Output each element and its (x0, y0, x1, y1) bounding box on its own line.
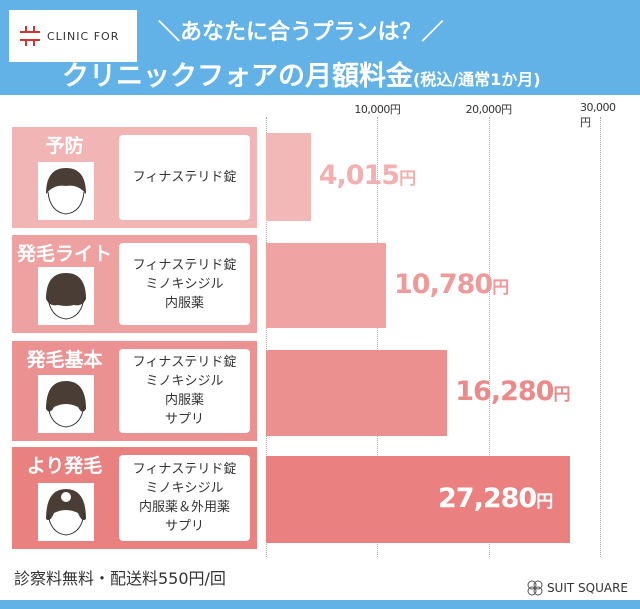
plan-name: より発毛 (26, 455, 103, 477)
plan-name: 発毛基本 (26, 349, 103, 371)
drug-item: フィナステリド錠 (132, 462, 237, 477)
tick-label: 10,000円 (354, 103, 401, 116)
price-value: 27,280 (438, 482, 537, 514)
gridline (600, 117, 601, 557)
plan-card: 発毛ライト フィナステリド錠 ミノキシジル 内服薬 (12, 235, 257, 333)
brand: SUIT SQUARE (527, 580, 628, 596)
bar (266, 243, 387, 328)
drug-item: ミノキシジル (145, 276, 224, 292)
price-unit: 円 (536, 491, 553, 512)
price-label: 4,015円 (318, 160, 416, 191)
price-unit: 円 (492, 277, 509, 298)
plan-name: 予防 (45, 135, 84, 157)
price-label: 27,280円 (438, 482, 553, 514)
logo-text: CLINIC FOR (47, 29, 120, 43)
price-unit: 円 (553, 385, 570, 405)
bar (266, 456, 570, 543)
drug-item: 内服薬 (164, 295, 204, 311)
title-note: (税込/通常1か月) (413, 70, 541, 89)
drug-item: サプリ (164, 412, 204, 427)
brand-name: SUIT SQUARE (546, 581, 628, 595)
gridline (377, 117, 379, 557)
plan-name: 発毛ライト (16, 243, 112, 265)
drug-item: サプリ (164, 519, 204, 534)
drug-list: フィナステリド錠 ミノキシジル 内服薬サプリ (119, 349, 250, 433)
drug-item: フィナステリド錠 (132, 355, 237, 370)
drug-item: ミノキシジル (145, 374, 224, 389)
tick-label: 30,000円 (580, 101, 616, 129)
price-value: 4,015 (318, 160, 400, 191)
fee-note: 診察料無料・配送料550円/回 (14, 569, 226, 588)
hair-avatar-icon (38, 267, 94, 325)
axis-baseline (266, 117, 267, 557)
drug-list: フィナステリド錠 (119, 135, 250, 220)
header-banner: CLINIC FOR ＼あなたに合うプランは？／ クリニックフォアの月額料金(税… (0, 0, 640, 95)
subtitle: ＼あなたに合うプランは？／ (158, 20, 444, 45)
plan-card: 発毛基本 フィナステリド錠 ミノキシジル 内服薬サプリ (12, 341, 257, 441)
price-label: 16,280円 (455, 376, 570, 407)
drug-item: フィナステリド錠 (132, 257, 237, 273)
drug-item: 内服薬＆外用薬 (138, 500, 230, 515)
plan-card: 予防 フィナステリド錠 (12, 127, 257, 228)
tick-label: 20,000円 (465, 103, 513, 116)
drug-item: ミノキシジル (145, 481, 224, 496)
title-main: クリニックフォアの月額料金 (62, 61, 413, 92)
drug-item: 内服薬 (164, 393, 204, 408)
bar (266, 133, 311, 221)
price-unit: 円 (399, 169, 416, 189)
drug-item: フィナステリド錠 (132, 170, 237, 185)
clinic-logo: CLINIC FOR (9, 10, 137, 62)
footer-strip (0, 600, 640, 609)
bar (266, 350, 448, 436)
hair-avatar-icon (38, 375, 94, 433)
gridline (488, 117, 490, 557)
plan-card: より発毛 フィナステリド錠 ミノキシジル 内服薬＆外用薬 サプリ (12, 447, 257, 549)
suit-square-logo-icon (527, 580, 543, 596)
drug-list: フィナステリド錠 ミノキシジル 内服薬 (119, 243, 250, 325)
page-title: クリニックフォアの月額料金(税込/通常1か月) (62, 54, 541, 93)
price-label: 10,780円 (394, 268, 509, 300)
price-value: 10,780 (394, 268, 493, 300)
drug-list: フィナステリド錠 ミノキシジル 内服薬＆外用薬 サプリ (119, 455, 250, 541)
hair-avatar-icon (38, 483, 94, 541)
hair-avatar-icon (38, 162, 94, 220)
price-value: 16,280 (455, 376, 554, 407)
clinic-cross-icon (20, 26, 40, 46)
